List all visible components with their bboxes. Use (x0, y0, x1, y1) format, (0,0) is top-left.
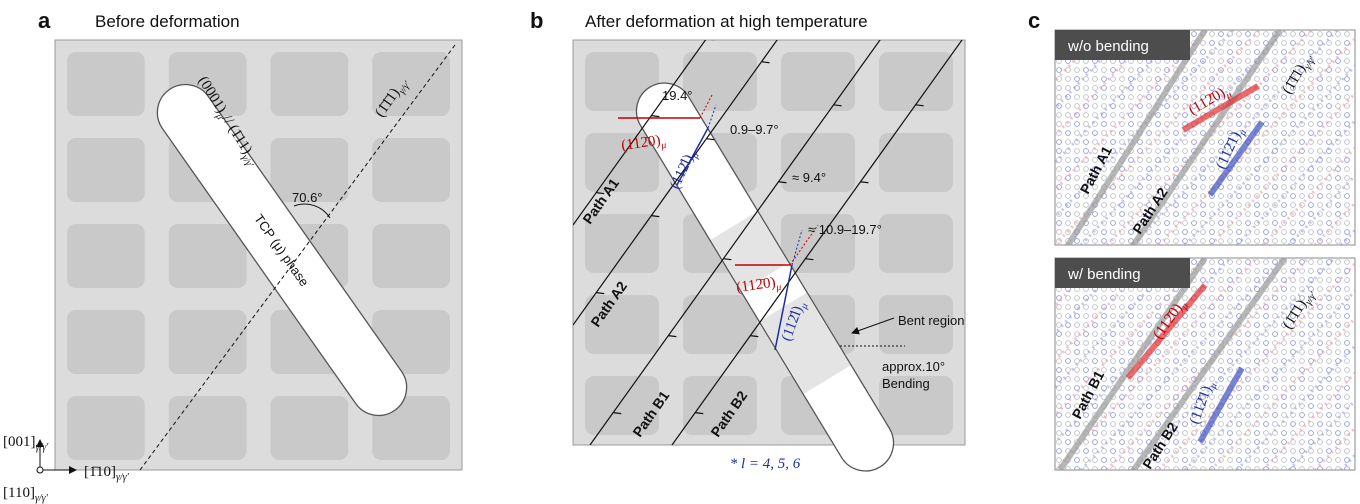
axis-label: [110]γ/γ′ (3, 485, 49, 504)
subscript: γ/γ′ (35, 493, 49, 504)
axis-label: [001]γ/γ′ (3, 434, 49, 453)
bent-region-label: Bent region (898, 313, 965, 328)
precipitate (781, 52, 855, 111)
subscript: γ/γ′ (36, 442, 50, 453)
angle-label: 0.9–9.7° (730, 122, 779, 137)
header: w/ bending (1067, 266, 1141, 283)
panel-letter: c (1028, 8, 1040, 33)
precipitate (585, 214, 659, 273)
precipitate (67, 224, 145, 288)
precipitate (67, 52, 145, 116)
precipitate (683, 52, 757, 111)
precipitate (879, 133, 953, 192)
label-part: [1̄10] (84, 464, 116, 480)
panel-title: After deformation at high temperature (585, 12, 868, 31)
precipitate (372, 138, 450, 202)
precipitate (271, 396, 349, 460)
precipitate (67, 310, 145, 374)
precipitate (879, 52, 953, 111)
angle-label: ≈ 9.4° (792, 170, 826, 185)
bending-label: Bending (882, 376, 930, 391)
precipitate (879, 214, 953, 273)
precipitate (271, 52, 349, 116)
precipitate (169, 396, 247, 460)
panel-title: Before deformation (95, 12, 240, 31)
header: w/o bending (1067, 38, 1149, 55)
bending-label: approx.10° (882, 359, 945, 374)
dislocation-tick (889, 28, 897, 29)
precipitate (67, 396, 145, 460)
footnote: * l = 4, 5, 6 (730, 456, 801, 472)
angle-label: 70.6° (292, 190, 323, 205)
precipitate (683, 295, 757, 354)
precipitate (169, 224, 247, 288)
precipitate (169, 310, 247, 374)
precipitate (372, 224, 450, 288)
figure: a Before deformation TCP (μ) phase 70.6°… (0, 0, 1360, 504)
label-part: [001] (3, 434, 36, 450)
precipitate (67, 138, 145, 202)
label-part: [110] (3, 485, 35, 501)
panel-letter: b (530, 8, 543, 33)
subscript: γ/γ′ (116, 472, 130, 483)
axis-origin (37, 467, 43, 473)
dislocation-tick (971, 28, 979, 29)
angle-label: 19.4° (662, 88, 693, 103)
panel-letter: a (38, 8, 51, 33)
angle-label: ≈ 10.9–19.7° (808, 222, 882, 237)
